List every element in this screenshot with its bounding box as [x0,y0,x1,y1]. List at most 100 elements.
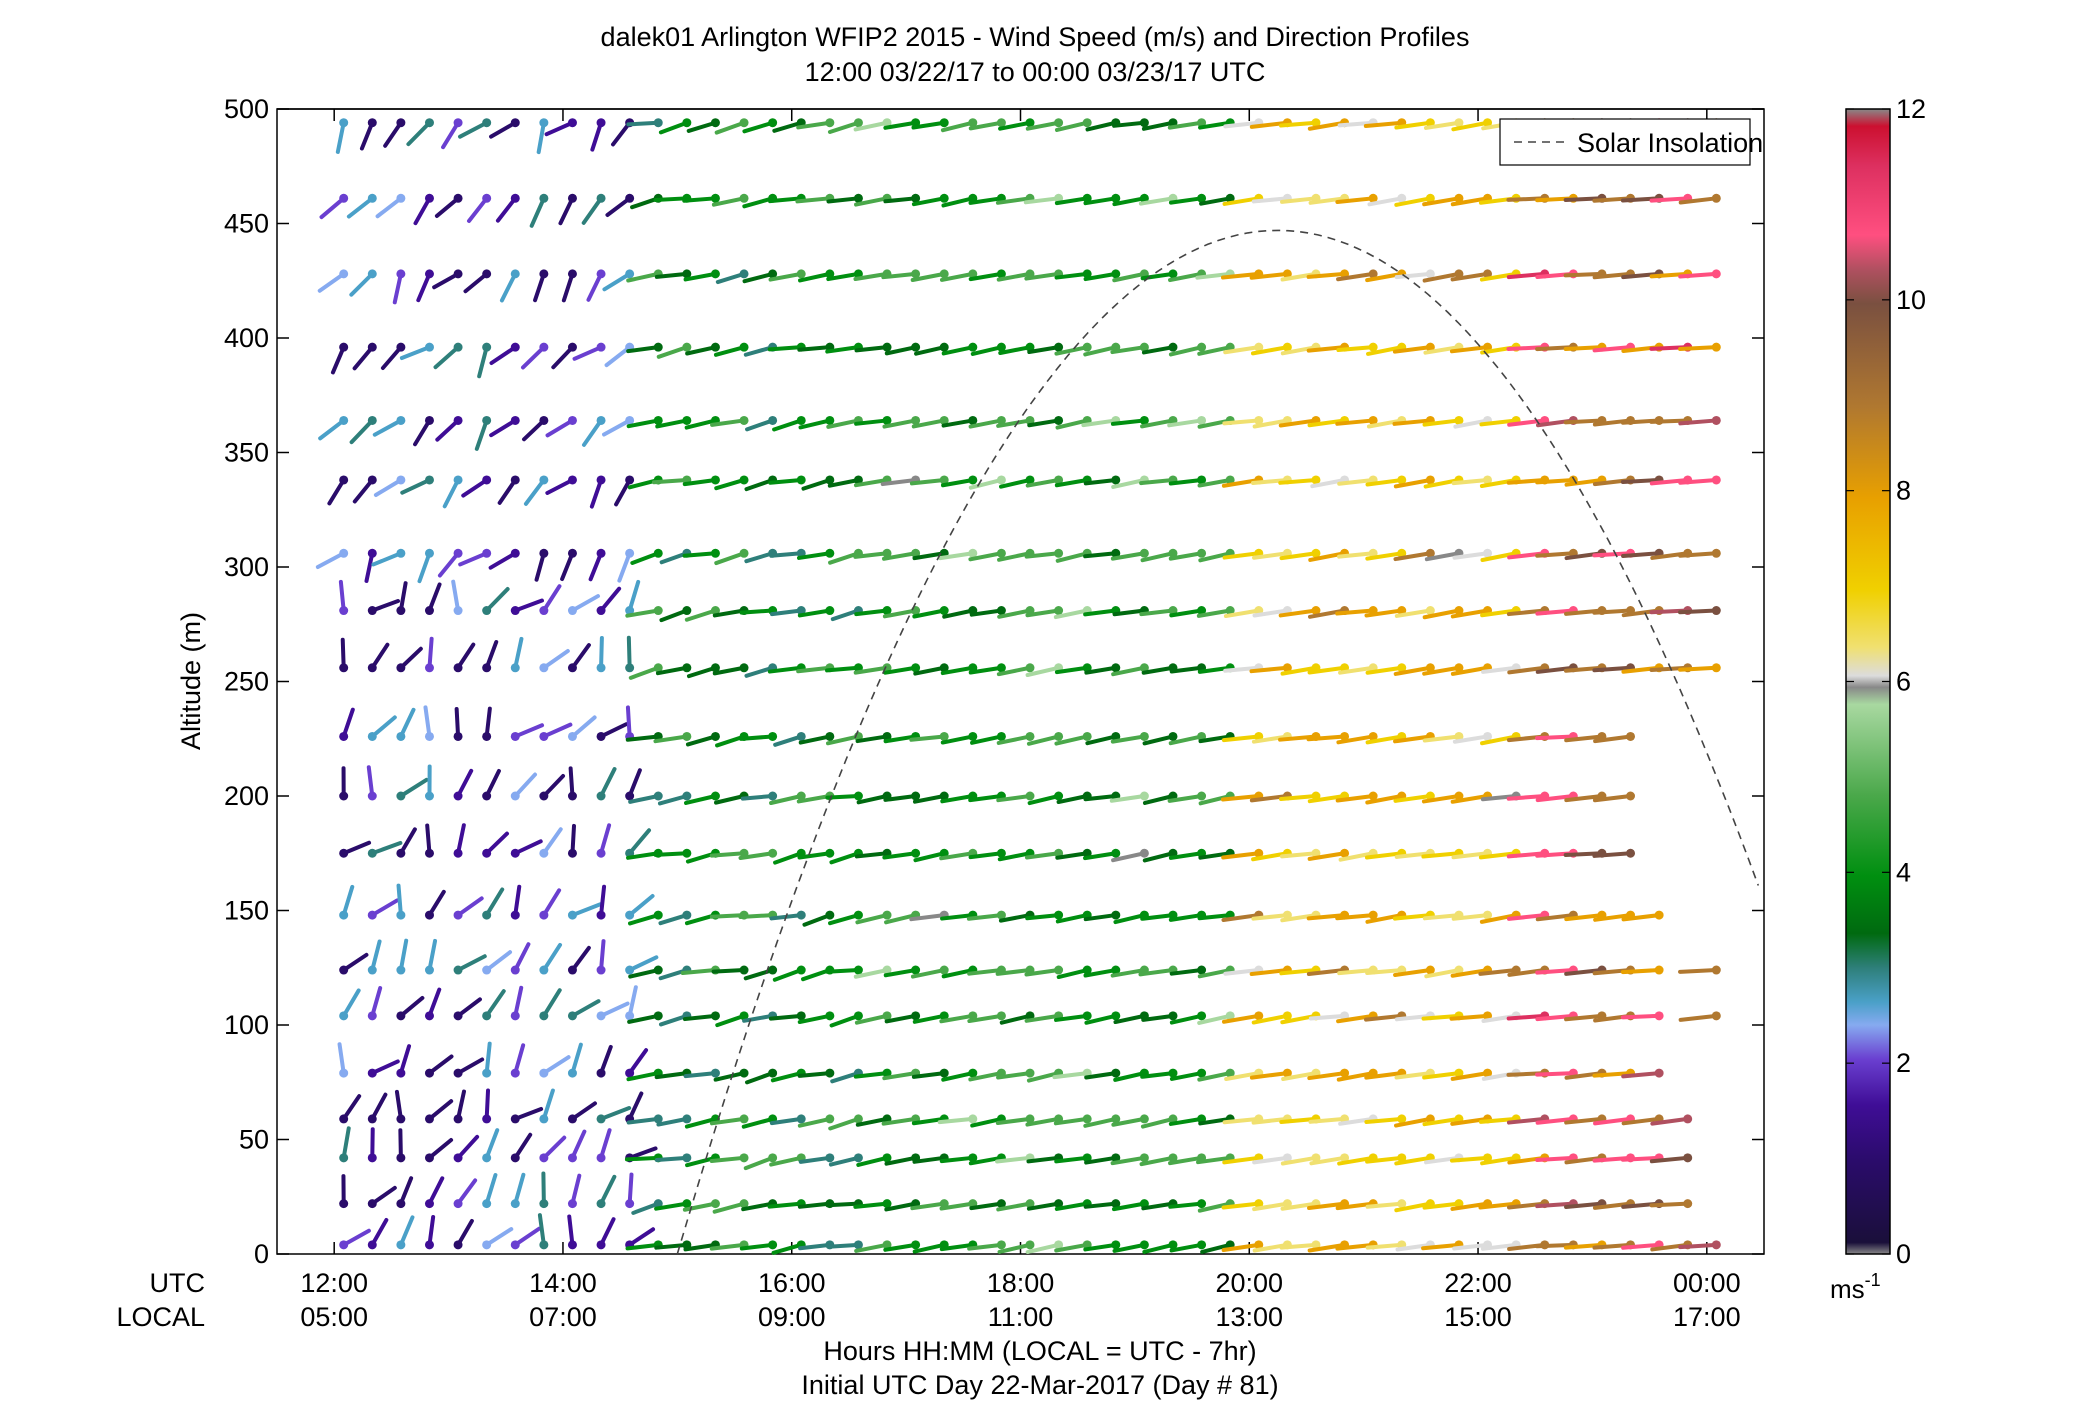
wind-barb [545,415,577,438]
wind-barb [1025,1240,1064,1255]
colorbar-tick-label: 6 [1896,667,1911,697]
wind-barb [1422,606,1464,620]
wind-barb [373,475,406,497]
wind-barb [1592,848,1636,858]
wind-barb [453,823,466,858]
wind-barb [539,584,562,616]
wind-barb [453,896,484,920]
wind-barb [1249,663,1292,674]
wind-barb [544,118,577,137]
wind-barb [1110,548,1149,561]
wind-barb [1139,1153,1178,1167]
wind-barb [596,1217,616,1250]
wind-barb [798,269,835,283]
x-tick-label-utc: 14:00 [529,1268,597,1298]
wind-barb [683,269,720,282]
wind-barb [712,663,749,676]
wind-barb [458,118,492,139]
wind-barb [1650,1114,1693,1126]
wind-barb [510,884,522,920]
x-tick-label-utc: 22:00 [1444,1268,1512,1298]
wind-barb [588,548,606,582]
wind-barb [967,1240,1006,1251]
wind-barb [882,415,921,429]
wind-barb [1422,193,1464,207]
wind-barb [396,1044,412,1078]
wind-barb [367,1059,400,1078]
wind-barb [627,1011,663,1024]
wind-barb [1167,791,1207,803]
wind-barb [567,823,577,858]
wind-barb [510,1132,533,1163]
wind-barb [1365,663,1407,675]
legend: Solar Insolation [1499,118,1763,166]
wind-barb [1450,269,1493,282]
wind-barb [653,731,692,744]
wind-barb [970,342,1006,356]
wind-barb [352,475,377,504]
wind-barb [497,475,520,505]
wind-barb [539,1055,571,1078]
wind-barb [1279,118,1321,128]
wind-barb [1621,1068,1664,1079]
wind-barb [367,1127,377,1163]
wind-barb [396,646,423,673]
x-tick-label-local: 13:00 [1215,1302,1283,1332]
wind-barb [482,706,492,741]
wind-barb [424,764,434,801]
wind-barb [596,823,612,858]
wind-barb [1250,342,1292,356]
wind-barb [739,1240,778,1251]
wind-barb [536,118,549,155]
wind-barb [539,773,566,801]
wind-barb [596,1001,630,1021]
wind-barb [567,999,601,1021]
wind-barb [1365,1153,1407,1164]
wind-barb [424,1054,454,1078]
wind-barb [711,193,749,207]
wind-barb [339,840,372,858]
wind-barb [1169,1240,1207,1253]
wind-barb [796,118,835,130]
wind-barb [1422,663,1464,676]
wind-barb [1169,1011,1207,1025]
wind-barb [712,1199,749,1214]
wind-barb [1025,606,1064,618]
wind-barb [367,715,397,741]
x-tick-label-utc: 20:00 [1215,1268,1283,1298]
wind-barb [1221,1240,1264,1253]
wind-barb [909,731,949,742]
wind-barb [590,118,606,152]
wind-barb [628,910,663,926]
wind-barb [941,1068,978,1082]
wind-barb [768,269,806,282]
wind-barb [654,269,692,279]
wind-barb [435,415,463,442]
wind-barb [589,475,606,509]
wind-barb [995,1114,1035,1126]
wind-barb [745,1068,778,1085]
wind-barb [654,1153,692,1163]
wind-barb [855,910,892,925]
wind-barb [1109,791,1149,803]
wind-barb [966,910,1006,921]
wind-barb [769,791,806,806]
wind-barb [596,1128,612,1163]
wind-barb [682,475,720,487]
wind-barb [318,415,349,441]
wind-barb [1027,791,1064,806]
wind-barb [317,269,349,293]
wind-barb [1112,118,1149,128]
wind-barb [968,415,1006,429]
wind-barb [1307,848,1350,861]
x-axis: 12:00 05:00 14:00 07:00 16:00 09:00 18:00 11:00… [300,109,1741,1332]
wind-barb [1083,548,1121,559]
wind-barb [969,606,1006,617]
wind-barb [913,663,949,676]
wind-barb [453,1178,478,1209]
wind-barb [461,475,492,498]
wind-barb [1084,663,1121,675]
wind-barb [625,579,641,616]
colorbar-tick-label: 0 [1896,1239,1911,1269]
wind-barb [617,548,635,583]
